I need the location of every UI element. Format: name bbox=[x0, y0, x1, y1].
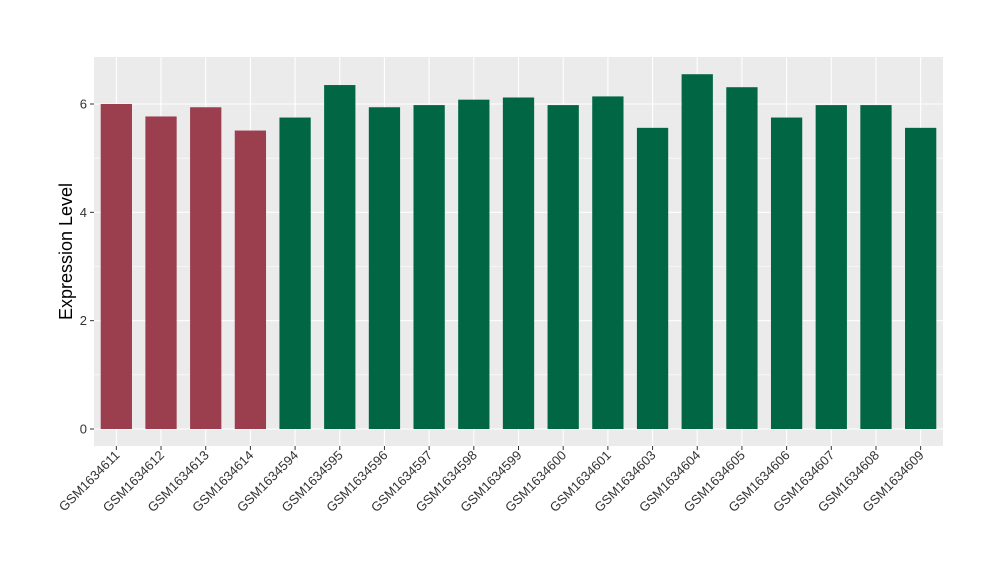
x-axis: GSM1634611GSM1634612GSM1634613GSM1634614… bbox=[56, 446, 927, 515]
bar-GSM1634594 bbox=[279, 117, 311, 430]
bar-GSM1634606 bbox=[770, 117, 803, 430]
bar-GSM1634607 bbox=[815, 105, 847, 429]
bar-GSM1634614 bbox=[234, 130, 267, 429]
y-axis: 0 2 4 6 bbox=[80, 97, 94, 437]
bar-GSM1634597 bbox=[413, 105, 445, 429]
bar-GSM1634600 bbox=[547, 105, 579, 429]
bar-GSM1634596 bbox=[368, 107, 401, 429]
y-tick-label: 6 bbox=[80, 97, 87, 112]
bar-GSM1634611 bbox=[100, 104, 132, 429]
bar-GSM1634609 bbox=[905, 127, 937, 429]
y-tick-label: 4 bbox=[80, 205, 87, 220]
y-axis-title: Expression Level bbox=[56, 183, 76, 320]
bar-GSM1634601 bbox=[592, 96, 624, 430]
bars bbox=[100, 74, 937, 430]
bar-GSM1634598 bbox=[458, 99, 490, 430]
bar-GSM1634613 bbox=[190, 107, 222, 429]
bar-GSM1634605 bbox=[726, 87, 758, 429]
bar-GSM1634612 bbox=[145, 116, 177, 429]
y-tick-label: 2 bbox=[80, 313, 87, 328]
bar-GSM1634595 bbox=[324, 85, 356, 430]
bar-GSM1634604 bbox=[681, 74, 713, 429]
y-tick-label: 0 bbox=[80, 422, 87, 437]
bar-GSM1634603 bbox=[636, 127, 669, 429]
bar-GSM1634608 bbox=[860, 105, 892, 429]
bar-GSM1634599 bbox=[502, 97, 535, 429]
